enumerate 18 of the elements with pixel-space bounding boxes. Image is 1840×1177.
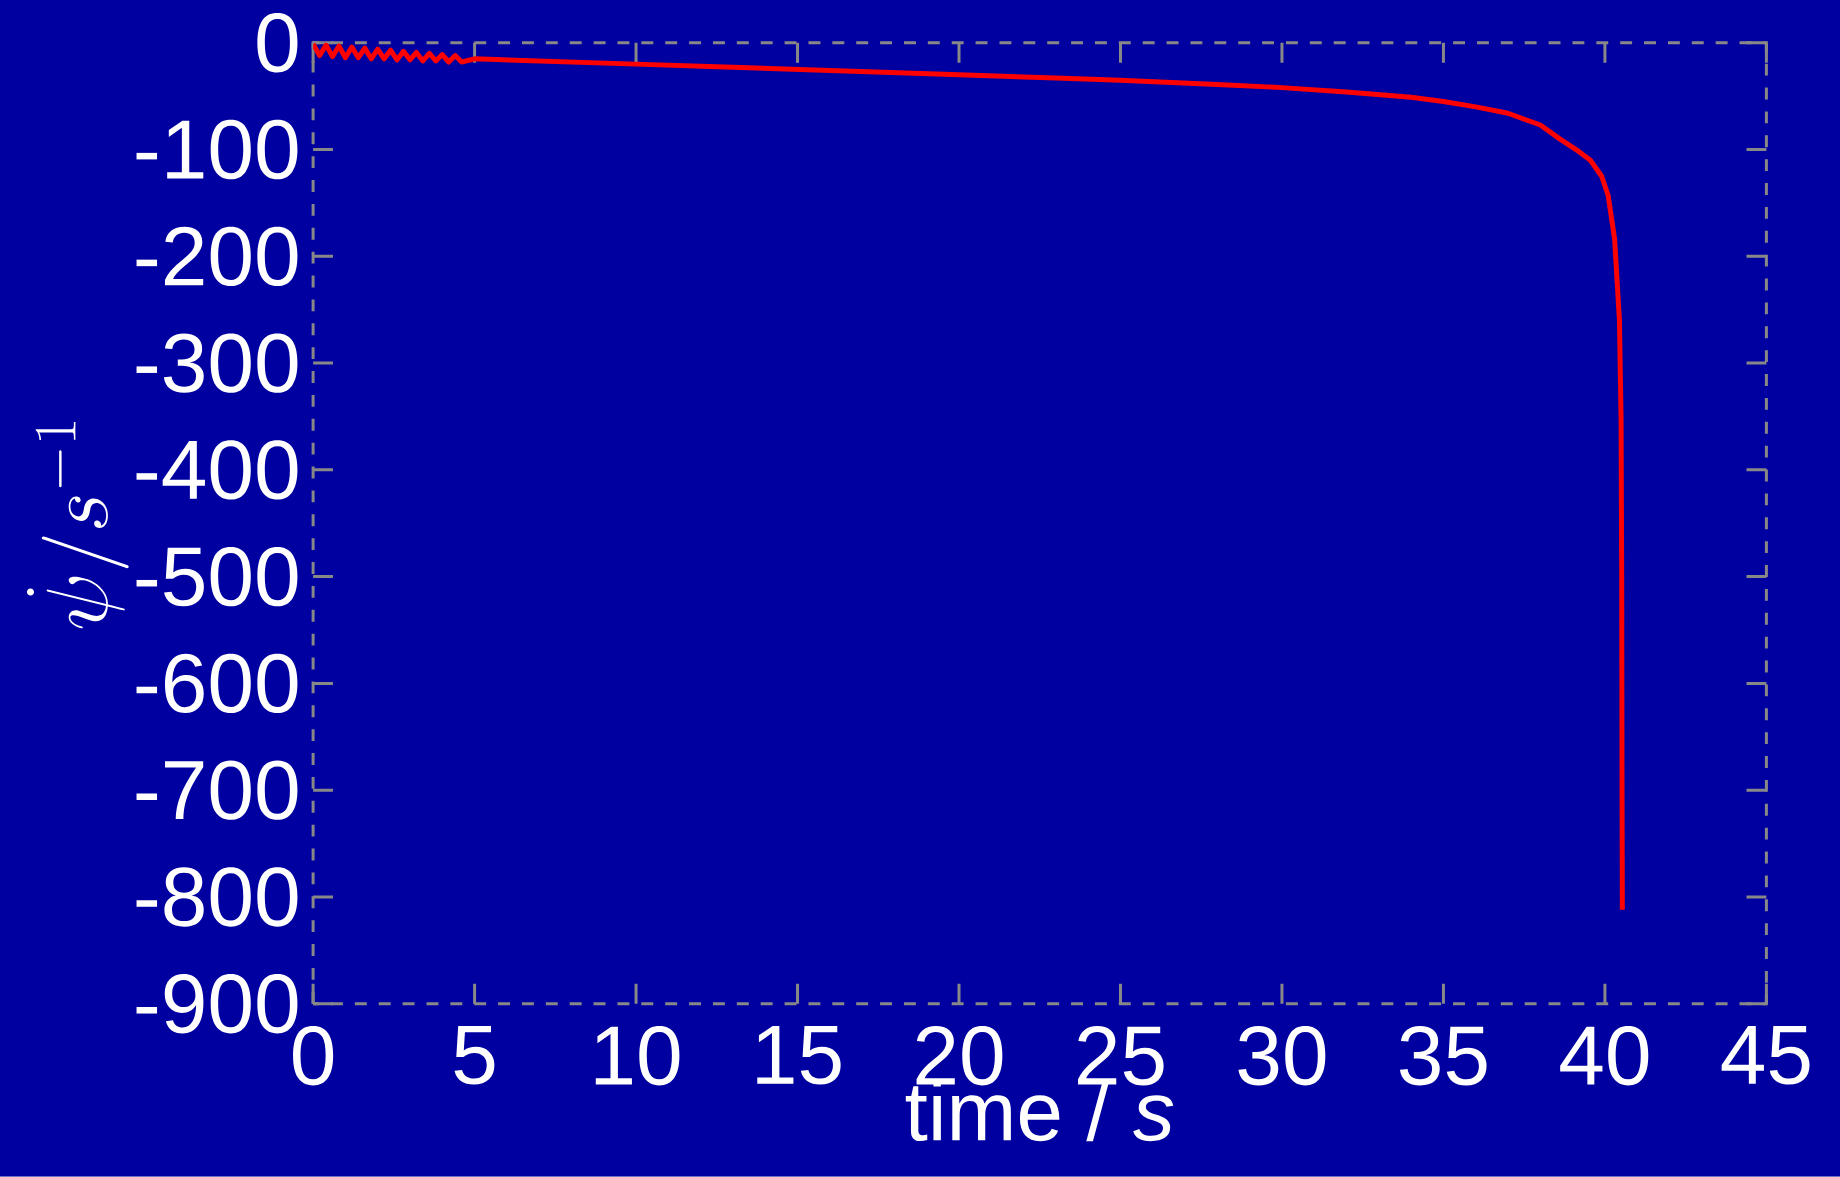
x-tick-label: 40 — [1560, 1026, 1649, 1086]
y-tick-label: -800 — [136, 867, 298, 927]
x-tick-label: 10 — [595, 1026, 680, 1086]
x-tick-label: 25 — [1078, 1026, 1164, 1086]
y-tick-label: -200 — [136, 226, 298, 287]
y-axis-title: $\dot{\psi} / s^{-1}$ — [26, 422, 129, 629]
y-tick-label: -600 — [136, 653, 298, 714]
x-tick-label: 5 — [454, 1026, 495, 1085]
x-tick-label: 30 — [1238, 1026, 1326, 1086]
y-tick-label: -700 — [136, 760, 298, 820]
y-tick-label: 0 — [257, 13, 298, 73]
y-tick-label: -100 — [136, 119, 298, 180]
y-tick-label: -400 — [136, 440, 298, 500]
x-tick-label: 45 — [1721, 1026, 1810, 1085]
x-tick-label: 15 — [757, 1026, 841, 1085]
y-tick-label: -300 — [136, 333, 298, 393]
x-tick-label: 35 — [1399, 1026, 1487, 1086]
y-tick-label: -500 — [136, 547, 298, 607]
